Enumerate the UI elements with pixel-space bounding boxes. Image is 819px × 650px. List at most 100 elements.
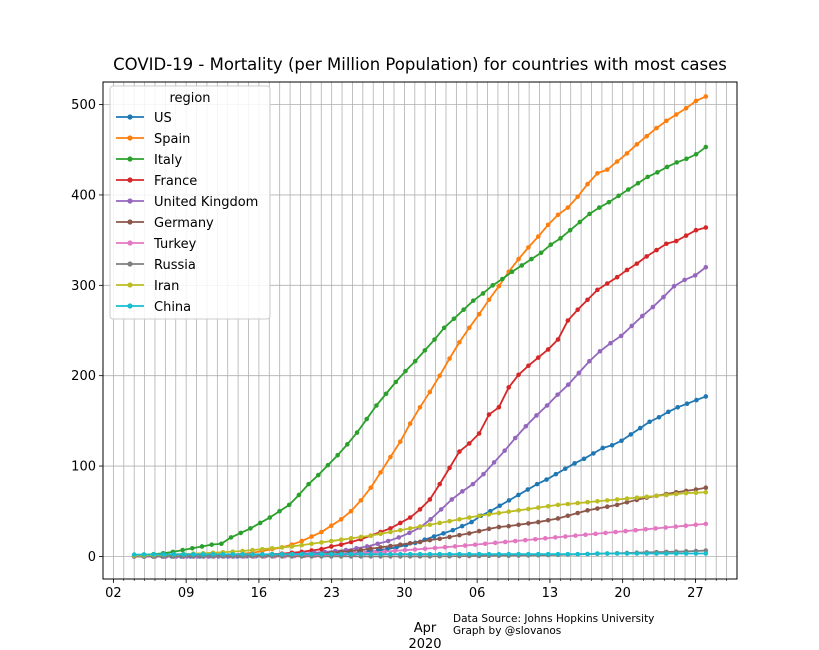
data-point — [544, 477, 549, 482]
data-point — [338, 542, 344, 547]
data-point — [604, 167, 610, 172]
data-point — [545, 503, 551, 509]
data-point — [200, 552, 206, 557]
legend-item: Russia — [116, 258, 196, 273]
data-point — [289, 551, 295, 557]
data-point — [383, 391, 389, 397]
data-point — [595, 170, 600, 176]
data-point — [624, 551, 630, 556]
data-point — [516, 492, 521, 498]
y-tick-label: 500 — [71, 98, 96, 113]
data-point — [476, 551, 482, 557]
data-point — [388, 543, 393, 549]
data-point — [664, 551, 669, 556]
data-point — [299, 538, 305, 544]
author-note: Graph by @slovanos — [453, 625, 561, 637]
data-point — [392, 548, 398, 554]
data-point — [417, 405, 423, 410]
data-point — [576, 370, 582, 376]
data-point — [279, 551, 285, 557]
data-point — [703, 485, 709, 491]
data-point — [397, 520, 403, 526]
data-point — [407, 421, 413, 426]
data-point — [378, 470, 383, 475]
data-point — [466, 515, 472, 520]
data-point — [209, 542, 214, 547]
data-point — [431, 534, 437, 539]
legend: region US Spain Italy France United Kingdom G… — [109, 85, 271, 320]
data-point — [238, 530, 244, 536]
data-point — [693, 151, 699, 157]
data-point — [516, 372, 521, 378]
data-point — [516, 256, 521, 262]
data-point — [396, 535, 402, 540]
data-point — [407, 551, 413, 557]
x-axis-month-label: Apr — [414, 621, 437, 636]
data-point — [358, 498, 364, 503]
data-point — [338, 517, 344, 522]
data-point — [457, 532, 462, 538]
y-tick-label: 400 — [71, 188, 96, 203]
data-point — [329, 544, 334, 549]
data-point — [457, 339, 462, 345]
data-point — [624, 267, 630, 273]
data-point — [141, 552, 147, 557]
data-point — [486, 412, 492, 417]
data-point — [506, 551, 512, 557]
data-point — [538, 250, 544, 256]
data-point — [397, 542, 403, 547]
data-point — [664, 118, 669, 124]
data-point — [644, 133, 649, 139]
data-point — [486, 526, 492, 532]
data-point — [368, 533, 374, 538]
data-point — [460, 489, 465, 494]
legend-item: US — [116, 111, 172, 126]
data-point — [624, 151, 630, 156]
data-point — [555, 502, 561, 508]
data-point — [476, 431, 482, 436]
data-point — [693, 522, 699, 528]
data-point — [428, 517, 433, 522]
data-source-note: Data Source: Johns Hopkins University — [453, 613, 654, 625]
data-point — [587, 358, 592, 364]
data-point — [289, 544, 295, 549]
legend-marker — [127, 114, 133, 120]
data-point — [703, 144, 709, 150]
data-point — [348, 508, 354, 514]
data-point — [470, 481, 476, 487]
data-point — [457, 517, 462, 522]
data-point — [673, 491, 679, 497]
legend-box — [109, 85, 271, 320]
data-point — [466, 325, 472, 331]
data-point — [449, 497, 455, 502]
data-point — [427, 389, 433, 395]
data-point — [452, 544, 458, 549]
x-tick-label: 09 — [178, 586, 195, 601]
data-point — [486, 551, 492, 557]
data-point — [526, 363, 531, 369]
series-iran — [131, 489, 709, 558]
data-point — [422, 348, 428, 353]
data-point — [506, 385, 512, 390]
data-point — [581, 456, 587, 462]
data-point — [604, 281, 610, 286]
data-point — [338, 537, 344, 542]
data-point — [535, 505, 541, 510]
data-point — [703, 264, 709, 270]
data-point — [675, 405, 681, 410]
data-point — [441, 325, 447, 331]
data-point — [506, 509, 512, 514]
data-point — [230, 551, 236, 557]
data-point — [565, 501, 571, 507]
legend-marker — [127, 303, 133, 309]
data-point — [447, 356, 452, 361]
data-point — [565, 551, 571, 557]
data-point — [683, 490, 689, 496]
data-point — [496, 524, 502, 530]
data-point — [358, 551, 364, 557]
x-tick-label: 23 — [323, 586, 340, 601]
data-point — [575, 194, 580, 200]
data-point — [565, 318, 571, 323]
data-point — [575, 500, 580, 506]
data-point — [269, 545, 275, 551]
